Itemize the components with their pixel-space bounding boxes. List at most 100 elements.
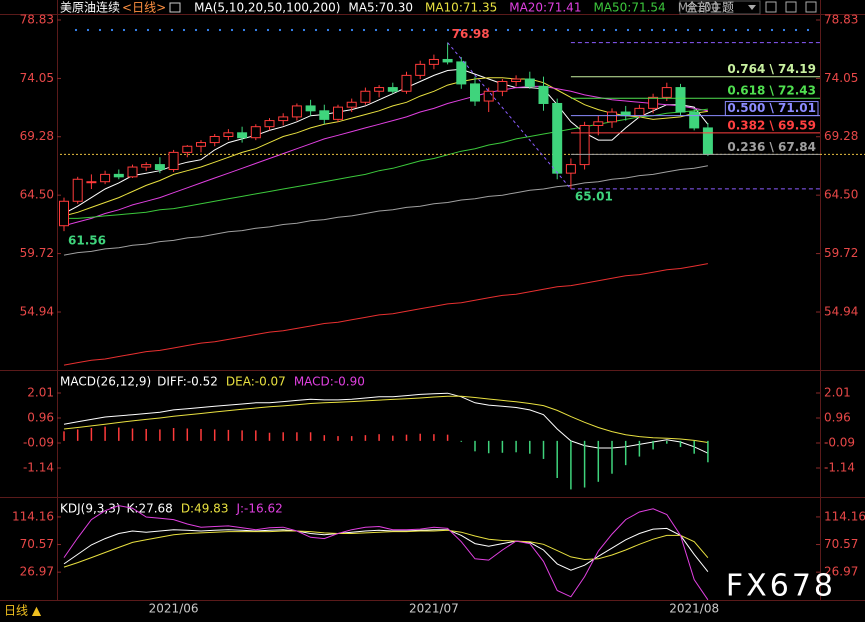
dot <box>290 28 294 32</box>
dot <box>806 28 810 32</box>
candle-body <box>250 126 261 139</box>
candle-body <box>209 135 220 144</box>
candle-body <box>333 106 343 120</box>
dot <box>350 28 354 32</box>
dot <box>674 28 678 32</box>
candle-body <box>72 178 83 202</box>
legend-entry: MA(5,10,20,50,100,200) <box>194 1 340 15</box>
candle-body <box>689 111 700 129</box>
indicator-line <box>63 392 709 454</box>
dot <box>158 28 162 32</box>
icon-settings[interactable] <box>785 1 797 13</box>
legend-entry: MA50:71.54 <box>593 1 665 15</box>
candle-body <box>428 58 439 65</box>
y-tick-label: -0.09 <box>23 436 54 450</box>
dot <box>134 28 138 32</box>
dot <box>434 28 438 32</box>
candle-body <box>497 80 508 92</box>
fib-label: 0.618 \ 72.43 <box>727 84 816 98</box>
legend-entry: MA100 <box>678 1 719 15</box>
indicator-line <box>63 527 709 573</box>
dot <box>758 28 762 32</box>
candle-body <box>113 173 124 178</box>
candle-body <box>374 87 385 92</box>
dot <box>542 28 546 32</box>
fib-label: 0.382 \ 69.59 <box>727 118 816 132</box>
dot <box>182 28 186 32</box>
dot <box>590 28 594 32</box>
ma-icon[interactable] <box>169 2 181 13</box>
candle-body <box>360 90 371 103</box>
dot <box>386 28 390 32</box>
candle-body <box>442 58 453 63</box>
candle-body <box>634 107 645 117</box>
candle-body <box>579 124 590 166</box>
dot <box>98 28 102 32</box>
y-tick-label: -1.14 <box>23 461 54 475</box>
candle-body <box>346 101 357 108</box>
y-tick-label: 78.83 <box>824 12 858 26</box>
dot <box>410 28 414 32</box>
y-tick-label: 70.57 <box>20 537 54 551</box>
candle-body <box>675 87 686 113</box>
y-tick-label: 54.94 <box>20 305 54 319</box>
dot <box>266 28 270 32</box>
dot <box>74 28 78 32</box>
fib-trend <box>447 42 572 190</box>
candle-body <box>154 164 165 170</box>
candle-body <box>319 110 330 120</box>
y-tick-label: 64.50 <box>824 188 858 202</box>
extreme-label: 65.01 <box>575 189 613 203</box>
y-tick-label: 78.83 <box>20 12 54 26</box>
icon-window[interactable] <box>765 1 777 13</box>
theme-button[interactable]: 全部主题 <box>686 0 734 15</box>
y-tick-label: -1.14 <box>824 461 855 475</box>
fib-label-box <box>724 101 819 117</box>
y-tick-label: 70.57 <box>824 537 858 551</box>
ma-line <box>63 263 708 366</box>
candle-body <box>702 127 713 155</box>
candle-body <box>182 145 193 153</box>
legend-entry: MACD(26,12,9) <box>60 375 151 389</box>
dot <box>506 28 510 32</box>
dot <box>194 28 198 32</box>
candle-body <box>524 78 535 87</box>
candle-body <box>511 78 522 82</box>
dot <box>110 28 114 32</box>
y-tick-label: 26.97 <box>824 565 858 579</box>
y-tick-label: 0.96 <box>27 411 54 425</box>
dot <box>146 28 150 32</box>
dot <box>218 28 222 32</box>
candle-body <box>607 111 617 123</box>
indicator-line <box>63 505 709 601</box>
y-tick-label: 2.01 <box>824 386 851 400</box>
legend-entry: J:-16.62 <box>235 502 282 516</box>
theme-box[interactable] <box>679 0 761 15</box>
dropdown-arrow[interactable] <box>748 5 756 10</box>
y-tick-label: 74.05 <box>824 71 858 85</box>
dot <box>746 28 750 32</box>
legend-entry: 美原油连续 <box>60 0 120 15</box>
y-tick-label: 59.72 <box>20 246 54 260</box>
dot <box>734 28 738 32</box>
x-tick-label: 2021/06 <box>149 602 199 616</box>
dot <box>170 28 174 32</box>
y-tick-label: 2.01 <box>27 386 54 400</box>
dot <box>794 28 798 32</box>
period-button[interactable]: 日线 ▲ <box>4 604 42 618</box>
legend-entry: MACD:-0.90 <box>294 375 365 389</box>
indicator-line <box>63 395 708 443</box>
dot <box>314 28 318 32</box>
indicator-line <box>63 529 709 568</box>
icon-close[interactable] <box>805 1 817 13</box>
candle-body <box>223 132 234 137</box>
dot <box>602 28 606 32</box>
y-tick-label: 0.96 <box>824 411 851 425</box>
dot <box>698 28 702 32</box>
candle-body <box>593 121 604 126</box>
fib-label: 0.500 \ 71.01 <box>727 101 816 115</box>
legend-entry: <日线> <box>122 1 166 15</box>
dot <box>566 28 570 32</box>
